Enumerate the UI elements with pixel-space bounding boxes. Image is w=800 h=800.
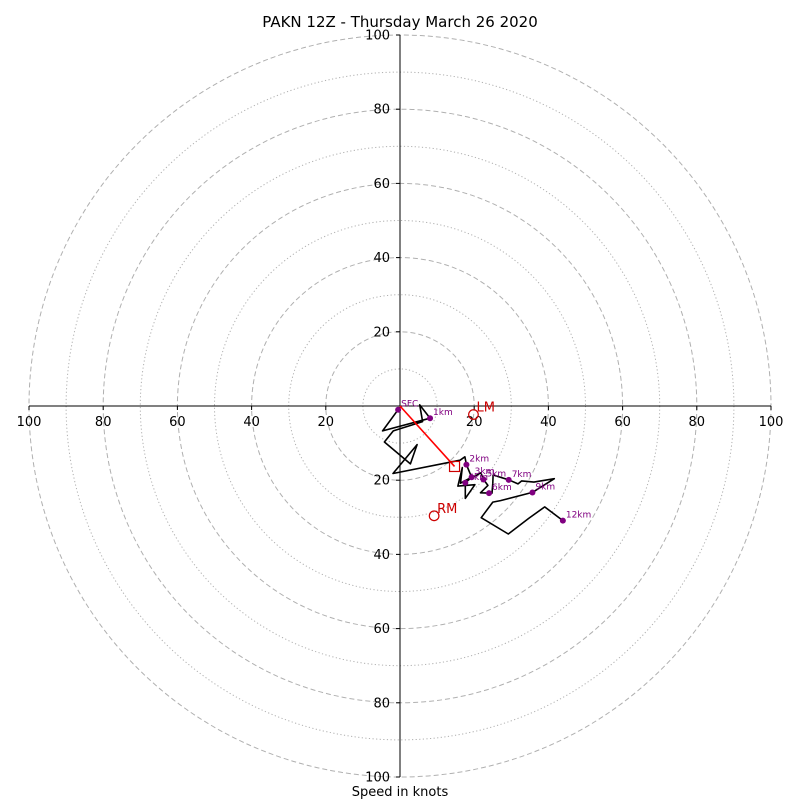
y-tick-label: 40 (373, 548, 390, 563)
storm-motion-label: RM (437, 502, 457, 517)
height-marker-label: 1km (433, 408, 453, 418)
height-marker-label: 12km (566, 511, 591, 521)
storm-motion-label: LM (476, 401, 494, 416)
storm-motion-markers: LM RM (428, 401, 495, 522)
height-marker-point (505, 476, 512, 483)
x-tick-label: 20 (466, 415, 483, 430)
height-marker-point (480, 476, 487, 483)
height-marker-label: SFC (401, 400, 418, 410)
x-tick-label: 80 (95, 415, 112, 430)
x-tick-label: 60 (614, 415, 631, 430)
y-tick-label: 80 (373, 103, 390, 118)
x-tick-label: 20 (318, 415, 335, 430)
y-tick-label: 20 (373, 325, 390, 340)
height-marker-point (486, 490, 493, 497)
height-marker-point (529, 489, 536, 496)
height-marker-label: 2km (469, 455, 489, 465)
storm-motion-point (468, 409, 479, 420)
height-marker-point (427, 415, 434, 422)
x-axis-label: Speed in knots (352, 785, 449, 800)
y-tick-label: 60 (373, 622, 390, 637)
height-marker-label: 5km (486, 469, 506, 479)
x-tick-label: 60 (169, 415, 186, 430)
height-marker-label: 9km (535, 482, 555, 492)
height-marker-point (462, 479, 469, 486)
y-tick-label: 80 (373, 696, 390, 711)
y-tick-label: 60 (373, 177, 390, 192)
height-marker-point (395, 406, 402, 413)
x-tick-label: 80 (689, 415, 706, 430)
x-tick-label: 40 (243, 415, 260, 430)
y-tick-label: 40 (373, 251, 390, 266)
height-marker-label: 4km (468, 473, 488, 483)
mean-wind-marker (448, 460, 461, 473)
y-tick-label: 20 (373, 474, 390, 489)
y-tick-label: 100 (365, 29, 390, 44)
height-marker-label: 6km (492, 483, 512, 493)
height-marker-point (468, 474, 475, 481)
y-tick-label: 100 (365, 771, 390, 786)
tick-labels: 100 80 60 40 20 20 40 60 80 100 100 80 60 40 20 20 40 60 8… (17, 29, 784, 786)
mean-wind-vector (399, 405, 456, 468)
height-marker-point (559, 517, 566, 524)
x-tick-label: 100 (17, 415, 42, 430)
x-tick-label: 100 (759, 415, 784, 430)
height-marker-label: 3km (475, 467, 495, 477)
chart-title: PAKN 12Z - Thursday March 26 2020 (262, 13, 538, 31)
height-marker-point (463, 461, 470, 468)
height-marker-label: 7km (512, 470, 532, 480)
storm-motion-point (428, 510, 440, 522)
x-tick-label: 40 (540, 415, 557, 430)
